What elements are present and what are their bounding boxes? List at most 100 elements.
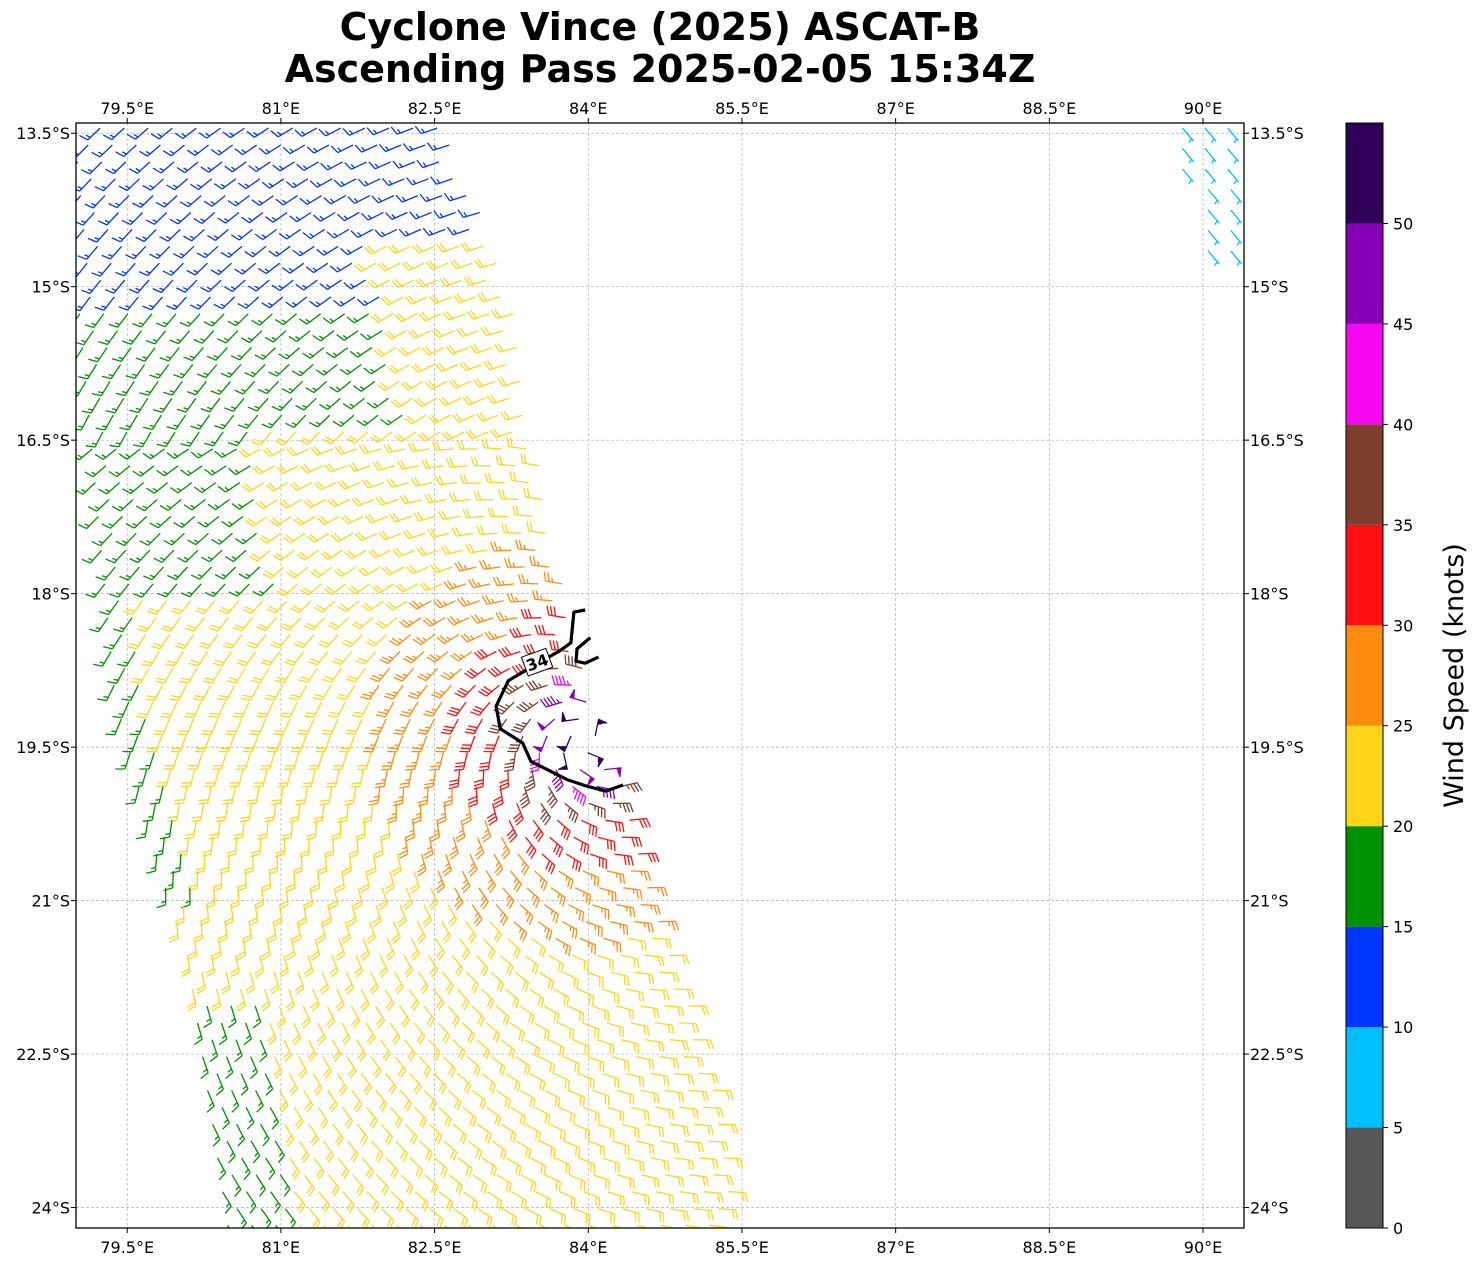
wind-barb: [438, 1106, 452, 1128]
wind-barb: [332, 752, 348, 771]
wind-barb: [369, 971, 379, 995]
wind-barb: [270, 786, 285, 806]
wind-barb: [395, 194, 419, 203]
wind-barb: [131, 667, 150, 684]
wind-barb: [166, 178, 189, 191]
wind-barb: [168, 921, 179, 943]
wind-barb: [389, 512, 412, 523]
colorbar-frame: [1345, 122, 1384, 1229]
wind-barb: [1230, 229, 1243, 246]
wind-barb: [330, 144, 354, 154]
wind-barb: [139, 144, 161, 157]
wind-barb: [302, 347, 325, 359]
wind-barb: [650, 1157, 670, 1171]
wind-barb: [384, 330, 407, 340]
wind-barb: [176, 279, 198, 293]
wind-barb: [370, 1056, 382, 1079]
wind-barb: [299, 195, 322, 205]
y-tick-label-left: 16.5°S: [16, 431, 70, 450]
wind-barb: [573, 836, 590, 855]
wind-barb: [342, 853, 352, 876]
wind-barb: [193, 212, 216, 225]
wind-barb: [162, 262, 184, 276]
wind-barb: [378, 887, 388, 911]
wind-barb: [93, 651, 112, 667]
wind-barb: [169, 684, 187, 701]
wind-barb: [492, 576, 515, 587]
wind-barb: [211, 532, 233, 545]
wind-barb: [698, 1157, 719, 1169]
wind-barb: [693, 1123, 714, 1135]
wind-barb: [160, 617, 181, 633]
wind-barb: [597, 1207, 615, 1224]
wind-barb: [281, 262, 305, 274]
wind-barb: [655, 1191, 675, 1205]
wind-barb: [654, 1022, 675, 1035]
wind-barb: [478, 559, 501, 570]
wind-barb: [111, 228, 133, 243]
wind-barb: [319, 786, 333, 806]
wind-barb: [487, 666, 511, 678]
colorbar-tick-label: 35: [1393, 516, 1413, 535]
wind-barb: [435, 870, 446, 894]
wind-barb: [264, 803, 277, 823]
wind-barb: [422, 617, 446, 627]
wind-barb: [380, 752, 396, 771]
wind-barb: [433, 210, 456, 219]
wind-barb: [466, 1056, 481, 1077]
wind-barb: [365, 1106, 378, 1129]
wind-barb: [529, 555, 549, 568]
wind-barb: [493, 853, 504, 877]
wind-barb: [500, 410, 523, 421]
x-tick-label-bottom: 90°E: [1184, 1238, 1222, 1257]
wind-barb: [236, 651, 257, 667]
wind-barb: [375, 617, 398, 629]
wind-barb: [276, 464, 299, 474]
wind-barb: [418, 311, 442, 322]
wind-barb: [261, 870, 272, 892]
wind-barb: [266, 735, 283, 753]
wind-barb: [529, 1072, 546, 1092]
wind-barb: [550, 887, 566, 907]
wind-barb: [513, 921, 528, 942]
wind-barb: [44, 145, 64, 157]
wind-barb: [621, 1123, 640, 1139]
wind-barb: [268, 245, 291, 257]
wind-barb: [219, 853, 230, 875]
wind-barb: [139, 380, 159, 396]
wind-barb: [269, 1106, 280, 1130]
wind-barb: [640, 904, 661, 915]
wind-barb: [335, 988, 345, 1012]
wind-barb: [381, 1208, 395, 1228]
wind-barb: [343, 786, 357, 806]
wind-barb: [453, 1208, 469, 1228]
wind-barb: [588, 802, 606, 819]
wind-barb: [495, 611, 518, 622]
wind-barb: [378, 955, 389, 978]
wind-barb: [149, 245, 171, 259]
wind-barb: [173, 786, 188, 805]
wind-barb: [258, 144, 282, 155]
wind-barb: [375, 701, 395, 718]
wind-barb: [221, 515, 244, 528]
wind-barb: [104, 279, 126, 294]
wind-barb: [248, 549, 271, 562]
chart-title-line2: Ascending Pass 2025-02-05 15:34Z: [284, 47, 1036, 91]
wind-barb: [196, 364, 218, 379]
x-tick-label-bottom: 85.5°E: [715, 1238, 769, 1257]
x-tick-label-top: 82.5°E: [408, 99, 462, 118]
wind-barb: [389, 634, 411, 647]
wind-barb: [365, 1022, 376, 1046]
x-tick-label-bottom: 88.5°E: [1022, 1238, 1076, 1257]
wind-barb: [496, 1089, 512, 1110]
wind-barb: [186, 988, 197, 1012]
wind-barb: [293, 1106, 304, 1130]
wind-barb: [344, 971, 354, 995]
wind-barb: [474, 836, 485, 860]
wind-barb: [520, 453, 540, 467]
wind-barb: [413, 1022, 426, 1045]
wind-barb: [412, 634, 435, 646]
wind-barb: [427, 954, 439, 978]
wind-barb: [285, 296, 308, 308]
wind-barb: [284, 1123, 295, 1147]
